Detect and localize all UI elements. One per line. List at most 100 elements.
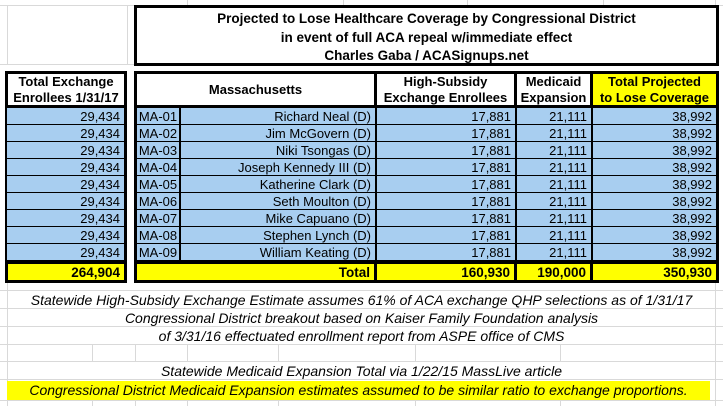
exchange-cell[interactable]: 17,881 bbox=[377, 108, 517, 125]
medicaid-cell[interactable]: 21,111 bbox=[517, 193, 593, 210]
medicaid-cell[interactable]: 21,111 bbox=[517, 142, 593, 159]
gridline bbox=[0, 64, 134, 65]
gridline bbox=[135, 400, 136, 406]
left-value-cell[interactable]: 29,434 bbox=[5, 210, 127, 227]
total-label-cell[interactable]: Total bbox=[137, 264, 377, 280]
gridline bbox=[7, 5, 8, 65]
note-line-3: of 3/31/16 effectuated enrollment report… bbox=[158, 328, 565, 344]
rep-cell[interactable]: Stephen Lynch (D) bbox=[181, 227, 377, 244]
total-projected-cell[interactable]: 350,930 bbox=[593, 264, 716, 280]
total-medicaid-cell[interactable]: 190,000 bbox=[517, 264, 593, 280]
gridline bbox=[0, 361, 723, 362]
table-header-row: Massachusetts High-Subsidy Exchange Enro… bbox=[134, 71, 719, 108]
rep-cell[interactable]: Seth Moulton (D) bbox=[181, 193, 377, 210]
gridline bbox=[343, 0, 344, 5]
gridline bbox=[135, 344, 136, 361]
left-value-cell[interactable]: 29,434 bbox=[5, 244, 127, 261]
district-cell[interactable]: MA-01 bbox=[134, 108, 181, 125]
rep-cell[interactable]: Katherine Clark (D) bbox=[181, 176, 377, 193]
table-total-row: Total 160,930 190,000 350,930 bbox=[134, 261, 719, 283]
medicaid-cell[interactable]: 21,111 bbox=[517, 210, 593, 227]
medicaid-cell[interactable]: 21,111 bbox=[517, 244, 593, 261]
total-cell[interactable]: 38,992 bbox=[593, 142, 719, 159]
district-cell[interactable]: MA-05 bbox=[134, 176, 181, 193]
col-total-line-1: Total Projected bbox=[608, 74, 701, 89]
district-cell[interactable]: MA-03 bbox=[134, 142, 181, 159]
gridline bbox=[560, 400, 561, 406]
exchange-cell[interactable]: 17,881 bbox=[377, 244, 517, 261]
total-cell[interactable]: 38,992 bbox=[593, 108, 719, 125]
gridline bbox=[560, 344, 561, 361]
exchange-cell[interactable]: 17,881 bbox=[377, 142, 517, 159]
col-high-subsidy-line-2: Exchange Enrollees bbox=[383, 89, 508, 105]
exchange-cell[interactable]: 17,881 bbox=[377, 176, 517, 193]
medicaid-cell[interactable]: 21,111 bbox=[517, 108, 593, 125]
exchange-cell[interactable]: 17,881 bbox=[377, 159, 517, 176]
left-panel-header-line-1: Total Exchange bbox=[18, 74, 114, 89]
note-line-2: Congressional District breakout based on… bbox=[124, 310, 599, 326]
left-value-cell[interactable]: 29,434 bbox=[5, 227, 127, 244]
exchange-cell[interactable]: 17,881 bbox=[377, 193, 517, 210]
note-line-4: Statewide Medicaid Expansion Total via 1… bbox=[160, 363, 563, 379]
gridline bbox=[127, 5, 128, 65]
district-cell[interactable]: MA-02 bbox=[134, 125, 181, 142]
left-value-cell[interactable]: 29,434 bbox=[5, 193, 127, 210]
total-cell[interactable]: 38,992 bbox=[593, 159, 719, 176]
left-panel-header-line-2: Enrollees 1/31/17 bbox=[13, 89, 119, 105]
rep-cell[interactable]: Jim McGovern (D) bbox=[181, 125, 377, 142]
total-cell[interactable]: 38,992 bbox=[593, 244, 719, 261]
district-cell[interactable]: MA-06 bbox=[134, 193, 181, 210]
left-panel-header: Total Exchange Enrollees 1/31/17 bbox=[5, 71, 127, 108]
rep-cell[interactable]: Richard Neal (D) bbox=[181, 108, 377, 125]
total-cell[interactable]: 38,992 bbox=[593, 193, 719, 210]
rep-cell[interactable]: William Keating (D) bbox=[181, 244, 377, 261]
gridline bbox=[603, 0, 604, 5]
left-panel-total-cell[interactable]: 264,904 bbox=[5, 261, 127, 283]
column-header-high-subsidy[interactable]: High-Subsidy Exchange Enrollees bbox=[377, 74, 517, 105]
district-cell[interactable]: MA-08 bbox=[134, 227, 181, 244]
gridline bbox=[0, 400, 723, 401]
gridline bbox=[715, 0, 716, 5]
district-cell[interactable]: MA-04 bbox=[134, 159, 181, 176]
total-exchange-cell[interactable]: 160,930 bbox=[377, 264, 517, 280]
exchange-cell[interactable]: 17,881 bbox=[377, 210, 517, 227]
left-value-cell[interactable]: 29,434 bbox=[5, 159, 127, 176]
gridline bbox=[0, 344, 723, 345]
note-line-1: Statewide High-Subsidy Exchange Estimate… bbox=[30, 292, 693, 308]
total-cell[interactable]: 38,992 bbox=[593, 227, 719, 244]
gridline bbox=[187, 0, 188, 5]
left-value-cell[interactable]: 29,434 bbox=[5, 125, 127, 142]
title-line-2: in event of full ACA repeal w/immediate … bbox=[280, 29, 573, 45]
state-header-cell[interactable]: Massachusetts bbox=[137, 74, 377, 105]
total-cell[interactable]: 38,992 bbox=[593, 176, 719, 193]
exchange-cell[interactable]: 17,881 bbox=[377, 125, 517, 142]
total-cell[interactable]: 38,992 bbox=[593, 210, 719, 227]
column-header-medicaid[interactable]: Medicaid Expansion bbox=[517, 74, 593, 105]
left-value-cell[interactable]: 29,434 bbox=[5, 176, 127, 193]
gridline bbox=[278, 344, 279, 361]
district-cell[interactable]: MA-07 bbox=[134, 210, 181, 227]
medicaid-cell[interactable]: 21,111 bbox=[517, 159, 593, 176]
medicaid-cell[interactable]: 21,111 bbox=[517, 227, 593, 244]
title-line-3: Charles Gaba / ACASignups.net bbox=[324, 48, 529, 63]
column-header-total-projected[interactable]: Total Projected to Lose Coverage bbox=[593, 74, 716, 105]
gridline bbox=[467, 0, 468, 5]
medicaid-cell[interactable]: 21,111 bbox=[517, 176, 593, 193]
col-medicaid-line-1: Medicaid bbox=[525, 74, 582, 89]
medicaid-cell[interactable]: 21,111 bbox=[517, 125, 593, 142]
state-header-label: Massachusetts bbox=[208, 81, 303, 97]
district-cell[interactable]: MA-09 bbox=[134, 244, 181, 261]
total-cell[interactable]: 38,992 bbox=[593, 125, 719, 142]
rep-cell[interactable]: Joseph Kennedy III (D) bbox=[181, 159, 377, 176]
left-value-cell[interactable]: 29,434 bbox=[5, 142, 127, 159]
exchange-cell[interactable]: 17,881 bbox=[377, 227, 517, 244]
col-total-line-2: to Lose Coverage bbox=[599, 89, 710, 105]
left-value-cell[interactable]: 29,434 bbox=[5, 108, 127, 125]
rep-cell[interactable]: Niki Tsongas (D) bbox=[181, 142, 377, 159]
col-medicaid-line-2: Expansion bbox=[520, 89, 587, 105]
rep-cell[interactable]: Mike Capuano (D) bbox=[181, 210, 377, 227]
left-panel-values: 29,434 29,434 29,434 29,434 29,434 29,43… bbox=[5, 108, 127, 261]
col-high-subsidy-line-1: High-Subsidy bbox=[403, 74, 488, 89]
gridline bbox=[7, 283, 8, 406]
gridline bbox=[92, 400, 93, 406]
